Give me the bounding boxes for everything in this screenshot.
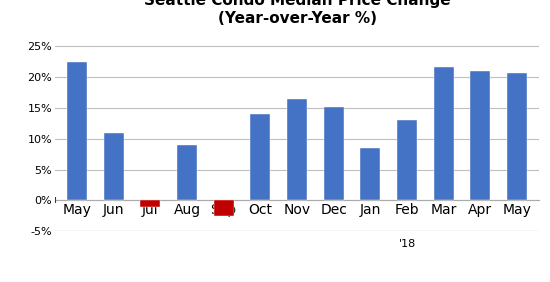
Bar: [140, 201, 161, 206]
Title: Seattle Condo Median Price Change
(Year-over-Year %): Seattle Condo Median Price Change (Year-…: [144, 0, 450, 26]
Bar: [250, 114, 271, 201]
Bar: [360, 148, 381, 201]
Bar: [433, 67, 454, 201]
Bar: [287, 99, 307, 201]
Bar: [507, 73, 527, 201]
Bar: [103, 133, 124, 201]
Bar: [323, 107, 344, 201]
Bar: [470, 71, 491, 201]
Bar: [213, 201, 234, 216]
Bar: [177, 145, 197, 201]
Bar: [397, 120, 417, 201]
Text: '18: '18: [398, 239, 416, 249]
Bar: [67, 61, 87, 201]
